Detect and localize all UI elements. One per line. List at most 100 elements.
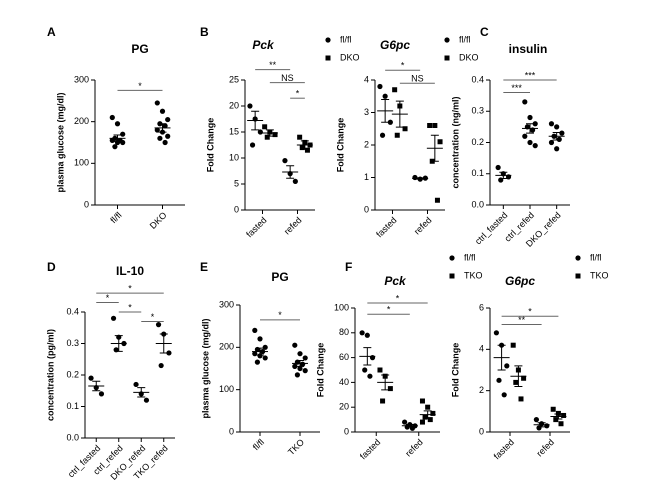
error-bar — [286, 165, 295, 179]
y-tick-label: 60 — [339, 352, 349, 362]
legend-marker — [444, 37, 450, 43]
legend-label: TKO — [464, 270, 483, 280]
data-point — [154, 100, 160, 106]
y-tick-label: 0.1 — [66, 401, 79, 411]
data-point — [262, 124, 268, 130]
data-point — [518, 396, 524, 402]
error-bar — [552, 132, 561, 141]
y-axis-label: Fold Change — [450, 343, 460, 398]
data-point — [382, 93, 388, 99]
x-tick-label: fasted — [244, 215, 268, 239]
data-point — [154, 127, 160, 133]
data-point — [437, 139, 443, 145]
error-bar — [113, 134, 122, 143]
y-axis-label: concentration (ng/ml) — [450, 96, 460, 188]
y-tick-label: 200 — [219, 342, 234, 352]
data-point — [510, 342, 516, 348]
data-point — [120, 139, 126, 146]
chart-title: IL-10 — [116, 264, 144, 278]
y-tick-label: 3 — [364, 107, 369, 117]
significance-label: * — [128, 283, 132, 293]
significance-label: * — [128, 302, 132, 312]
significance-label: * — [401, 61, 405, 71]
data-point — [299, 145, 305, 151]
data-point — [419, 398, 425, 404]
data-point — [522, 99, 528, 105]
significance-label: * — [278, 310, 282, 320]
data-point — [550, 406, 556, 412]
error-bar — [430, 134, 439, 162]
data-point — [544, 423, 550, 429]
y-tick-label: 0.2 — [66, 369, 79, 379]
y-tick-label: 0 — [344, 426, 349, 436]
y-tick-label: 200 — [74, 116, 89, 126]
y-tick-label: 5 — [234, 178, 239, 188]
data-point — [257, 129, 263, 135]
legend-marker — [444, 55, 450, 61]
y-tick-label: 300 — [219, 299, 234, 309]
y-tick-label: 0 — [234, 204, 239, 214]
data-point — [302, 355, 308, 361]
y-axis-label: Fold Change — [335, 118, 345, 173]
legend-label: DKO — [340, 52, 360, 62]
y-tick-label: 10 — [229, 152, 239, 162]
x-tick-label: fasted — [374, 215, 398, 239]
data-point — [110, 315, 117, 321]
data-point — [292, 363, 298, 369]
data-point — [98, 391, 105, 397]
y-tick-label: 25 — [229, 74, 239, 84]
y-tick-label: 20 — [229, 100, 239, 110]
y-axis-label: Fold Change — [315, 343, 325, 398]
error-bar — [159, 333, 168, 354]
y-axis-label: concentration (pg/ml) — [45, 329, 55, 421]
chart-title: Pck — [384, 274, 407, 288]
data-point — [522, 133, 528, 139]
y-tick-label: 40 — [339, 377, 349, 387]
x-tick-label: refed — [403, 437, 425, 459]
data-point — [555, 410, 561, 416]
data-point — [495, 164, 501, 171]
legend-marker — [575, 255, 581, 261]
y-tick-label: 2 — [479, 385, 484, 395]
error-bar — [92, 380, 101, 392]
data-point — [556, 136, 562, 142]
data-point — [504, 363, 510, 369]
y-tick-label: 100 — [219, 384, 234, 394]
data-point — [159, 108, 166, 114]
data-point — [292, 342, 298, 348]
legend-label: fl/fl — [464, 252, 476, 262]
error-bar — [256, 347, 264, 356]
significance-label: NS — [281, 73, 294, 83]
error-bar — [296, 359, 304, 367]
y-tick-label: 300 — [74, 74, 89, 84]
data-point — [254, 359, 260, 365]
error-bar — [554, 413, 563, 420]
legend-label: fl/fl — [459, 34, 471, 44]
data-point — [402, 126, 408, 132]
data-point — [496, 377, 502, 383]
data-point — [387, 386, 393, 392]
y-tick-label: 0.0 — [471, 199, 484, 209]
x-tick-label: fasted — [492, 437, 516, 461]
data-point — [548, 121, 555, 127]
error-bar — [526, 123, 534, 134]
data-point — [558, 421, 564, 427]
data-point — [527, 139, 533, 146]
data-point — [359, 330, 365, 336]
data-point — [554, 146, 560, 152]
x-tick-label: refed — [282, 215, 304, 237]
y-axis-label: Fold Change — [205, 118, 215, 173]
significance-label: * — [151, 312, 155, 322]
error-bar — [300, 140, 309, 150]
error-bar — [499, 171, 508, 179]
chart-title: insulin — [509, 42, 548, 56]
data-point — [427, 417, 433, 423]
error-bar — [158, 123, 167, 133]
x-tick-label: fl/fl — [108, 210, 123, 225]
data-point — [297, 351, 303, 357]
data-point — [155, 322, 162, 328]
data-point — [419, 419, 425, 425]
error-bar — [265, 129, 274, 137]
y-tick-label: 0.0 — [66, 432, 79, 442]
